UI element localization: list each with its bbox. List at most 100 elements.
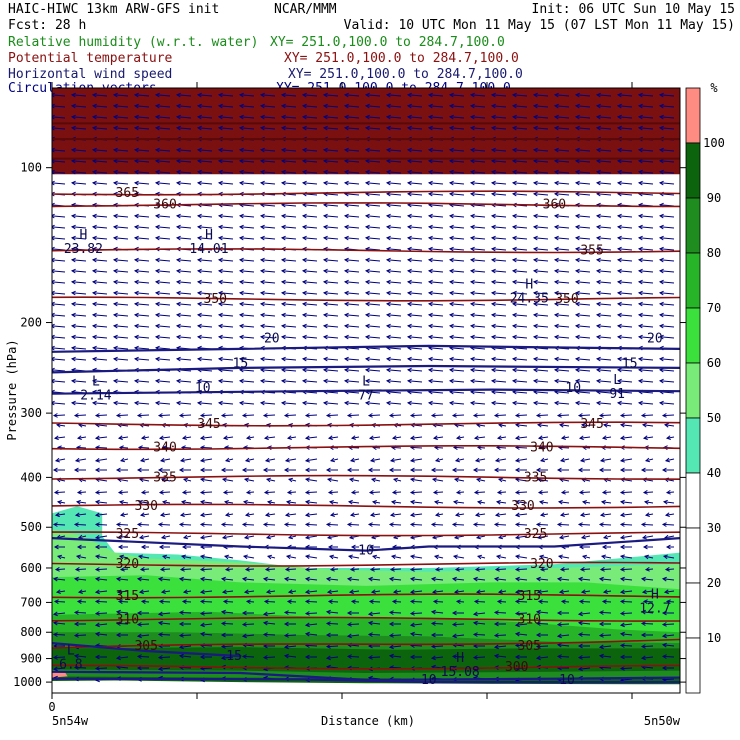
vector-head-504 [238, 290, 244, 296]
vector-1469 [617, 215, 633, 218]
vector-1158 [491, 358, 507, 361]
vector-head-688 [304, 534, 310, 540]
vector-801 [349, 590, 360, 593]
vector-head-1476 [616, 290, 622, 296]
vector-511 [239, 369, 255, 372]
vector-683 [305, 478, 318, 482]
vector-453 [218, 325, 234, 328]
vector-432 [218, 94, 234, 97]
vector-head-1543 [642, 435, 648, 441]
y-tick-label-700: 700 [20, 595, 42, 609]
theta-contour-325 [52, 531, 680, 537]
vector-head-686 [304, 512, 310, 518]
vector-head-1508 [619, 643, 625, 648]
vector-752 [326, 645, 339, 648]
vector-head-1152 [490, 290, 496, 296]
vector-1352 [575, 116, 591, 119]
vector-head-239 [133, 345, 139, 351]
vector-1058 [453, 446, 465, 449]
vector-560 [260, 314, 276, 317]
vector-224 [134, 182, 150, 185]
vector-1068 [453, 555, 465, 559]
vector-1338 [558, 555, 570, 559]
vector-636 [286, 555, 297, 559]
vector-763 [344, 171, 360, 174]
vector-1097 [470, 281, 486, 284]
vector-head-309 [157, 522, 163, 527]
vector-head-213 [115, 655, 121, 661]
vector-1043 [449, 281, 465, 284]
vector-1393 [580, 568, 591, 571]
vector-551 [260, 215, 276, 218]
vector-766 [344, 204, 360, 207]
vector-1476 [617, 292, 633, 295]
vector-275 [155, 149, 171, 152]
vector-head-1292 [535, 644, 541, 649]
vector-245 [137, 414, 150, 417]
vector-1475 [617, 281, 633, 284]
vector-747 [327, 590, 339, 593]
vector-head-789 [349, 457, 355, 463]
vector-head-728 [322, 378, 328, 384]
vector-head-1536 [637, 356, 643, 362]
vector-head-206 [115, 576, 121, 582]
vector-head-571 [263, 435, 269, 441]
vector-head-316 [158, 599, 164, 604]
y-tick-label-1000: 1000 [13, 675, 42, 689]
vector-39 [53, 523, 66, 526]
y-axis-title: Pressure (hPa) [5, 339, 19, 440]
vector-head-1287 [536, 589, 542, 595]
vector-25 [52, 369, 66, 372]
vector-head-1507 [619, 631, 625, 637]
vector-head-99 [77, 589, 83, 594]
vector-head-477 [221, 589, 227, 595]
vector-head-1609 [664, 567, 670, 572]
vector-591 [263, 656, 276, 659]
vector-head-526 [243, 534, 249, 540]
vector-1558 [643, 600, 654, 603]
vector-head-88 [73, 467, 79, 473]
vector-237 [134, 325, 150, 328]
vector-head-1163 [493, 413, 499, 418]
vector-head-778 [343, 334, 349, 340]
vector-head-13 [52, 235, 55, 241]
vector-head-386 [196, 180, 202, 186]
vector-head-776 [343, 312, 349, 318]
vector-1165 [497, 436, 507, 439]
vector-head-813 [364, 125, 370, 131]
vector-head-777 [343, 323, 349, 329]
vector-head-373 [178, 633, 184, 638]
vector-head-1054 [448, 400, 454, 406]
vector-head-33 [54, 457, 60, 463]
vector-head-384 [196, 158, 202, 164]
vector-head-668 [301, 312, 307, 318]
vector-1200 [512, 226, 528, 229]
vector-head-615 [280, 323, 286, 329]
vector-head-731 [325, 413, 331, 418]
vector-head-637 [284, 567, 290, 572]
vector-head-234 [133, 290, 139, 296]
vector-head-458 [217, 378, 223, 384]
vector-head-525 [241, 522, 247, 527]
vector-head-423 [199, 589, 205, 595]
vector-471 [221, 523, 234, 526]
vector-head-1376 [574, 378, 580, 384]
theta-label-305-0: 305 [134, 639, 157, 654]
vector-head-471 [220, 522, 226, 527]
vector-head-560 [259, 312, 265, 318]
vector-head-1506 [619, 622, 625, 628]
vector-head-943 [406, 367, 412, 373]
vector-head-934 [406, 268, 412, 274]
vector-705 [323, 127, 339, 130]
vector-632 [285, 513, 297, 516]
vector-1194 [512, 160, 528, 163]
vector-head-127 [91, 301, 97, 307]
vector-head-758 [343, 114, 349, 120]
vector-331 [176, 171, 192, 174]
vector-1617 [662, 655, 675, 658]
vector-head-380 [196, 114, 202, 120]
vector-head-762 [343, 158, 349, 164]
vector-1323 [554, 391, 570, 394]
vector-head-236 [133, 312, 139, 318]
theta-label-325-0: 325 [116, 527, 139, 542]
